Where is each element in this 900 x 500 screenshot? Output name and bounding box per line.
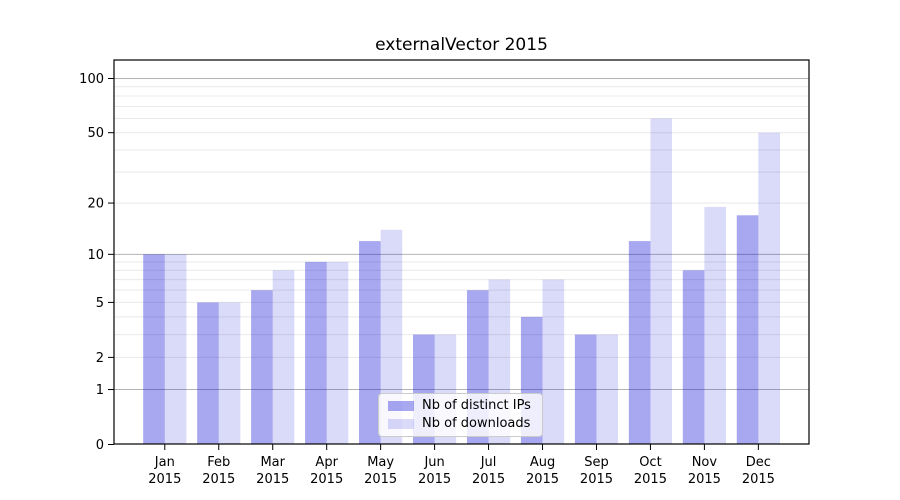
legend: Nb of distinct IPs Nb of downloads — [378, 393, 543, 437]
x-tick-label-year: 2015 — [256, 472, 289, 487]
x-tick-label-month: Jun — [423, 455, 444, 470]
bar-distinct-ips-nov — [682, 270, 705, 444]
bar-downloads-apr — [326, 261, 349, 444]
legend-item-downloads: Nb of downloads — [388, 416, 534, 432]
x-tick-label-month: Sep — [584, 455, 609, 470]
bar-distinct-ips-mar — [251, 290, 273, 444]
bar-downloads-mar — [272, 270, 295, 444]
y-tick-label: 50 — [87, 126, 104, 141]
bar-distinct-ips-sep — [574, 334, 597, 444]
x-tick-label-month: Jan — [154, 455, 175, 470]
y-tick-label: 5 — [96, 296, 104, 311]
bar-distinct-ips-oct — [628, 241, 651, 444]
y-tick-label: 10 — [87, 248, 104, 263]
x-tick-label-month: Apr — [315, 455, 338, 470]
x-tick-label-year: 2015 — [742, 472, 775, 487]
y-tick-label: 1 — [96, 383, 104, 398]
x-tick-label-month: Nov — [692, 455, 718, 470]
y-tick-label: 2 — [96, 351, 104, 366]
bar-downloads-dec — [758, 132, 780, 444]
chart-title: externalVector 2015 — [375, 35, 548, 55]
x-tick-label-year: 2015 — [202, 472, 235, 487]
x-tick-label-month: Feb — [207, 455, 230, 470]
x-tick-label-month: Mar — [260, 455, 285, 470]
legend-swatch-distinct-ips — [388, 401, 414, 411]
x-tick-label-year: 2015 — [580, 472, 613, 487]
bar-distinct-ips-may — [359, 241, 381, 444]
bar-downloads-may — [380, 229, 403, 444]
bar-downloads-feb — [218, 302, 241, 444]
legend-swatch-downloads — [388, 419, 414, 429]
x-tick-label-year: 2015 — [526, 472, 559, 487]
plot-frame — [113, 59, 810, 445]
bar-downloads-nov — [704, 206, 726, 444]
x-tick-label-month: Dec — [746, 455, 771, 470]
x-tick-label-month: May — [367, 455, 394, 470]
x-tick-label-year: 2015 — [634, 472, 667, 487]
bar-downloads-jan — [164, 254, 187, 444]
legend-label-downloads: Nb of downloads — [422, 416, 531, 431]
bar-downloads-sep — [596, 334, 619, 444]
y-tick-label: 0 — [96, 438, 104, 453]
x-tick-label-year: 2015 — [148, 472, 181, 487]
bar-distinct-ips-apr — [305, 261, 327, 444]
y-tick-label: 100 — [79, 72, 104, 87]
x-tick-label-year: 2015 — [418, 472, 451, 487]
bar-distinct-ips-dec — [736, 215, 759, 444]
x-tick-label-year: 2015 — [472, 472, 505, 487]
x-tick-label-year: 2015 — [688, 472, 721, 487]
x-tick-label-month: Oct — [639, 455, 661, 470]
y-tick-label: 20 — [87, 197, 104, 212]
bar-distinct-ips-jan — [143, 254, 165, 444]
x-tick-label-year: 2015 — [310, 472, 343, 487]
legend-item-distinct-ips: Nb of distinct IPs — [388, 398, 534, 414]
bar-downloads-oct — [650, 118, 673, 444]
bar-distinct-ips-feb — [197, 302, 219, 444]
x-tick-label-month: Aug — [530, 455, 555, 470]
bar-downloads-aug — [542, 279, 565, 444]
x-tick-label-year: 2015 — [364, 472, 397, 487]
legend-label-distinct-ips: Nb of distinct IPs — [422, 398, 531, 413]
x-tick-label-month: Jul — [480, 455, 497, 470]
